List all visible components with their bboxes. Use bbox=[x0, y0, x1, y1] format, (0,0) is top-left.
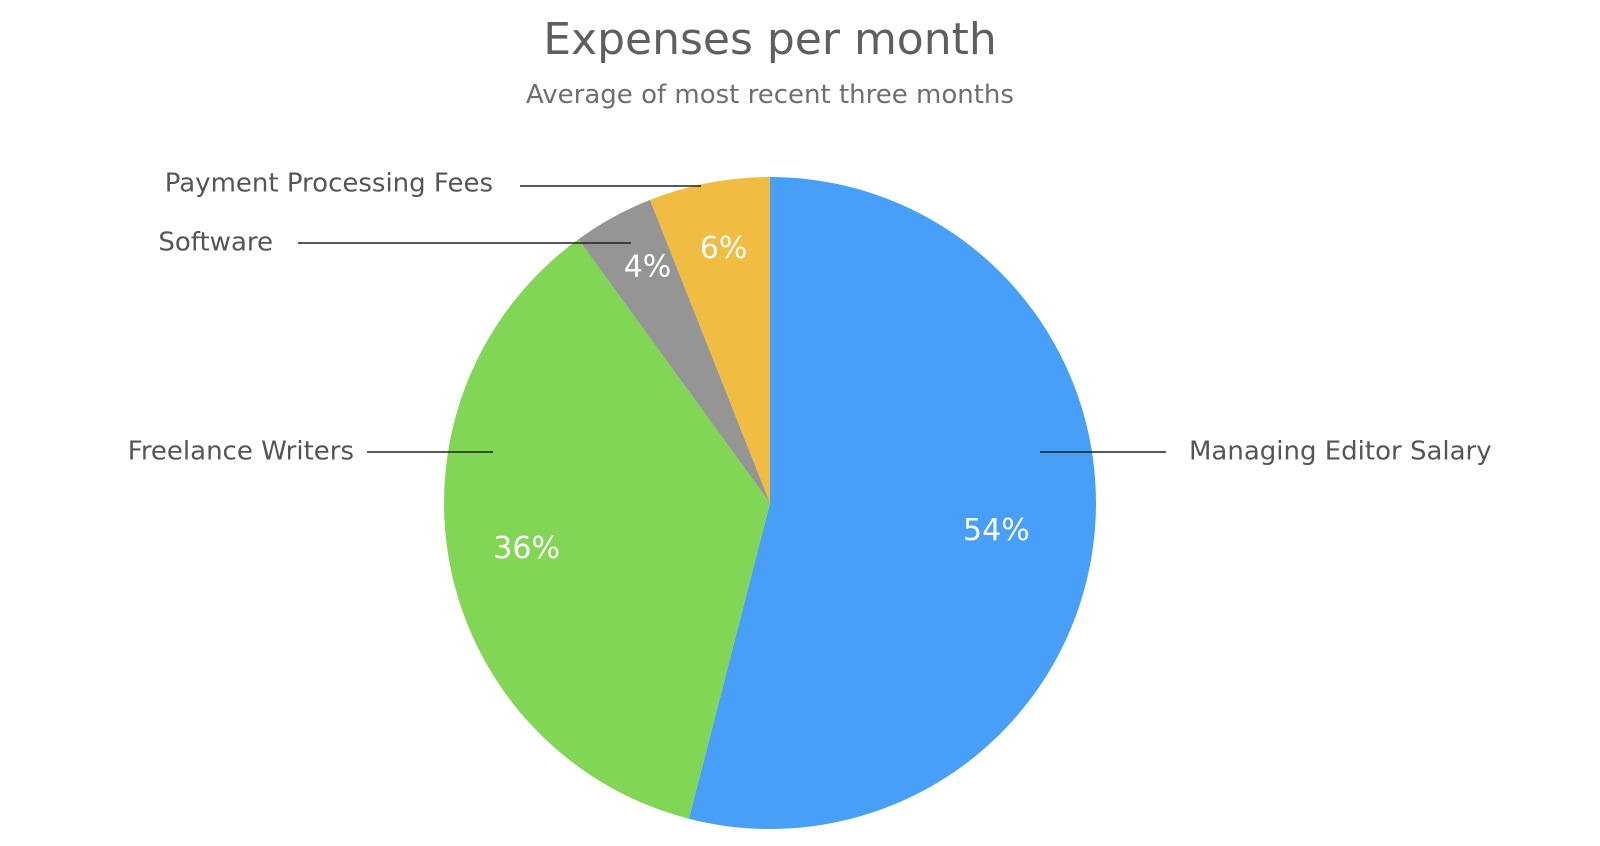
pie-slice-freelance-writers bbox=[443, 239, 770, 819]
category-label-freelance-writers: Freelance Writers bbox=[128, 437, 354, 467]
category-label-software: Software bbox=[158, 228, 273, 258]
category-labels: Managing Editor Salary Freelance Writers S… bbox=[128, 169, 1492, 467]
pct-label-software: 4% bbox=[624, 250, 672, 285]
leader-lines bbox=[298, 185, 1166, 453]
pct-label-freelance-writers: 36% bbox=[493, 531, 560, 566]
pct-label-managing-editor-salary: 54% bbox=[963, 513, 1030, 548]
chart-subtitle: Average of most recent three months bbox=[526, 80, 1014, 110]
pie-slice-payment-processing-fees bbox=[649, 177, 770, 503]
category-label-managing-editor-salary: Managing Editor Salary bbox=[1189, 437, 1492, 467]
category-label-payment-processing-fees: Payment Processing Fees bbox=[165, 169, 493, 199]
percentage-labels: 54% 36% 4% 6% bbox=[493, 231, 1029, 566]
pie-slice-software bbox=[578, 199, 770, 503]
pie-slice-managing-editor-salary bbox=[688, 177, 1096, 829]
pct-label-payment-processing-fees: 6% bbox=[700, 231, 748, 266]
chart-title: Expenses per month bbox=[543, 14, 997, 65]
pie-slices bbox=[443, 177, 1096, 829]
